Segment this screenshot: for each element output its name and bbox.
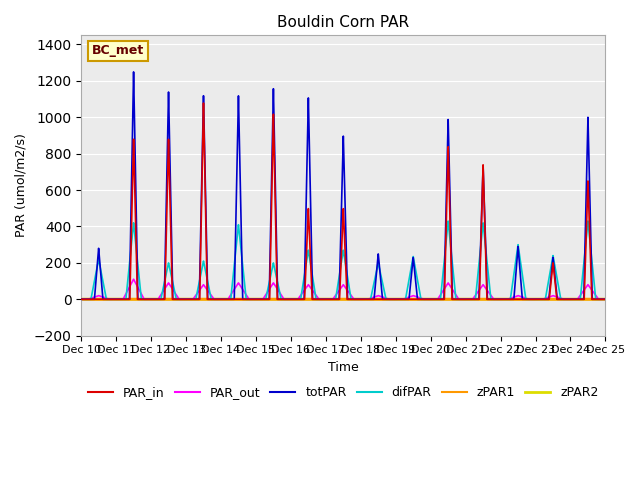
Y-axis label: PAR (umol/m2/s): PAR (umol/m2/s) (15, 133, 28, 238)
X-axis label: Time: Time (328, 361, 358, 374)
Title: Bouldin Corn PAR: Bouldin Corn PAR (277, 15, 410, 30)
Text: BC_met: BC_met (92, 44, 144, 57)
Legend: PAR_in, PAR_out, totPAR, difPAR, zPAR1, zPAR2: PAR_in, PAR_out, totPAR, difPAR, zPAR1, … (83, 382, 604, 405)
